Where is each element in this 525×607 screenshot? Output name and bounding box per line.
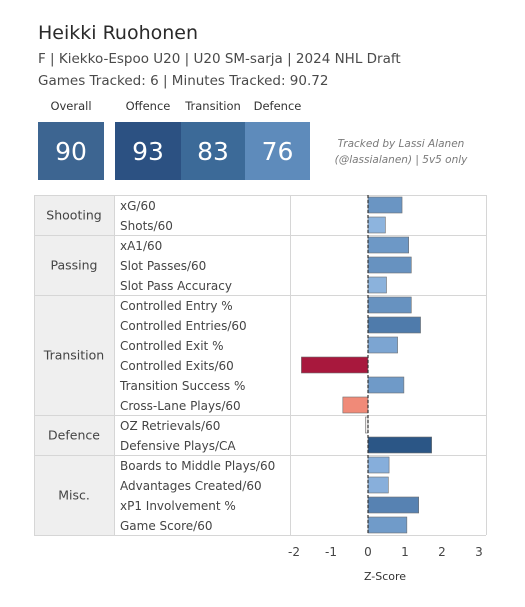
metric-label: Defensive Plays/CA <box>120 439 236 453</box>
metric-label: Controlled Exit % <box>120 339 223 353</box>
x-tick-label: -2 <box>288 545 300 559</box>
player-name: Heikki Ruohonen <box>38 22 199 44</box>
group-label-passing: Passing <box>51 258 98 273</box>
x-tick-label: 0 <box>364 545 372 559</box>
bar-controlled-exits-60 <box>301 356 369 374</box>
score-label-defence: Defence <box>253 99 302 113</box>
x-tick-label: 2 <box>438 545 446 559</box>
bar-xg-60 <box>367 196 403 214</box>
credit-line-2: (@lassialanen) | 5v5 only <box>334 154 468 166</box>
bar-slot-pass-accuracy <box>367 276 387 294</box>
score-box-overall: 90 <box>38 122 104 180</box>
games-tracked: Games Tracked: 6 | Minutes Tracked: 90.7… <box>38 73 329 89</box>
credit-line-1: Tracked by Lassi Alanen <box>337 138 465 150</box>
bar-boards-to-middle-plays-60 <box>367 456 390 474</box>
bar-xa1-60 <box>367 236 410 254</box>
metric-label: Advantages Created/60 <box>120 479 262 493</box>
metric-label: Controlled Exits/60 <box>120 359 234 373</box>
bar-advantages-created-60 <box>367 476 389 494</box>
metric-label: Game Score/60 <box>120 519 212 533</box>
score-box-offence: 93 <box>115 122 181 180</box>
player-subtitle: F | Kiekko-Espoo U20 | U20 SM-sarja | 20… <box>38 51 401 67</box>
x-tick-label: 3 <box>475 545 483 559</box>
bar-controlled-entry <box>367 296 412 314</box>
x-tick-label: -1 <box>325 545 337 559</box>
bar-shots-60 <box>367 216 386 234</box>
bar-xp1-involvement <box>367 496 419 514</box>
bar-defensive-plays-ca <box>367 436 432 454</box>
bar-controlled-entries-60 <box>367 316 421 334</box>
metric-label: Slot Passes/60 <box>120 259 206 273</box>
metric-label: Boards to Middle Plays/60 <box>120 459 275 473</box>
metric-label: Slot Pass Accuracy <box>120 279 232 293</box>
bar-controlled-exit <box>367 336 398 354</box>
tracking-credit: Tracked by Lassi Alanen (@lassialanen) |… <box>326 136 476 168</box>
metric-label: Controlled Entry % <box>120 299 233 313</box>
group-label-defence: Defence <box>48 428 100 443</box>
metric-label: Controlled Entries/60 <box>120 319 247 333</box>
score-label-overall: Overall <box>50 99 92 113</box>
bar-game-score-60 <box>367 516 408 534</box>
bar-cross-lane-plays-60 <box>342 396 369 414</box>
metric-label: xP1 Involvement % <box>120 499 236 513</box>
bar-transition-success <box>367 376 405 394</box>
x-tick-label: 1 <box>401 545 409 559</box>
group-label-misc: Misc. <box>58 488 90 503</box>
score-box-defence: 76 <box>245 122 310 180</box>
score-label-transition: Transition <box>185 99 241 113</box>
group-label-shooting: Shooting <box>46 208 101 223</box>
score-label-offence: Offence <box>125 99 171 113</box>
bar-slot-passes-60 <box>367 256 412 274</box>
score-box-transition: 83 <box>181 122 245 180</box>
metric-label: Shots/60 <box>120 219 173 233</box>
metric-label: xG/60 <box>120 199 156 213</box>
group-label-transition: Transition <box>43 348 104 363</box>
metric-label: OZ Retrievals/60 <box>120 419 220 433</box>
group-column-bg <box>34 195 114 535</box>
metric-label: xA1/60 <box>120 239 162 253</box>
metric-label: Cross-Lane Plays/60 <box>120 399 241 413</box>
x-axis-label: Z-Score <box>363 570 407 583</box>
metric-label: Transition Success % <box>119 379 245 393</box>
